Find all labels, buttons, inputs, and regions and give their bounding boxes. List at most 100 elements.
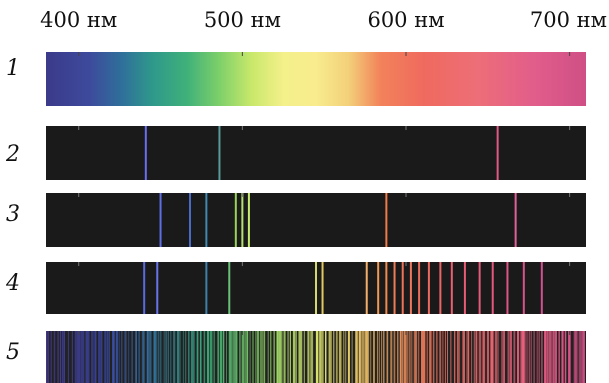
axis-tick-mark bbox=[241, 126, 243, 130]
molecular-band-line bbox=[307, 331, 310, 383]
axis-tick-mark bbox=[241, 193, 243, 197]
molecular-band-line bbox=[281, 331, 283, 383]
molecular-band-line bbox=[370, 331, 372, 383]
spectral-line bbox=[234, 193, 237, 247]
spectral-line bbox=[522, 262, 525, 314]
molecular-band-line bbox=[71, 331, 73, 383]
molecular-band-line bbox=[143, 331, 145, 383]
molecular-band-line bbox=[199, 331, 202, 383]
axis-tick-mark bbox=[569, 126, 571, 130]
molecular-band-line bbox=[228, 331, 232, 383]
molecular-band-line bbox=[347, 331, 350, 383]
spectral-line bbox=[496, 126, 499, 180]
molecular-band-line bbox=[568, 331, 571, 383]
line-spectrum-4-strip bbox=[46, 262, 586, 314]
molecular-band-line bbox=[405, 331, 408, 383]
molecular-band-line bbox=[345, 331, 347, 383]
line-spectrum-3 bbox=[78, 193, 571, 247]
spectral-line bbox=[321, 262, 324, 314]
molecular-band-line bbox=[335, 331, 338, 383]
molecular-band-line bbox=[100, 331, 103, 383]
molecular-band-line bbox=[78, 331, 81, 383]
molecular-band-line bbox=[522, 331, 525, 383]
spectral-line bbox=[241, 193, 244, 247]
molecular-band-line bbox=[118, 331, 120, 383]
molecular-band-line bbox=[478, 331, 482, 383]
molecular-band-line bbox=[513, 331, 516, 383]
continuous-spectrum-strip bbox=[46, 52, 586, 106]
molecular-band-line bbox=[165, 331, 168, 383]
molecular-band-line bbox=[303, 331, 305, 383]
molecular-band-line bbox=[295, 331, 297, 383]
molecular-band-line bbox=[397, 331, 399, 383]
molecular-band-line bbox=[262, 331, 264, 383]
molecular-band-line bbox=[292, 331, 296, 383]
molecular-band-line bbox=[420, 331, 424, 383]
molecular-band-line bbox=[381, 331, 383, 383]
molecular-band-line bbox=[558, 331, 560, 383]
molecular-band-line bbox=[259, 331, 263, 383]
molecular-band-line bbox=[63, 331, 65, 383]
molecular-band-line bbox=[94, 331, 97, 383]
molecular-band-line bbox=[467, 331, 470, 383]
molecular-band-line bbox=[533, 331, 535, 383]
axis-tick-mark bbox=[78, 52, 80, 56]
molecular-band-line bbox=[206, 331, 210, 383]
molecular-band-line bbox=[497, 331, 499, 383]
molecular-band-line bbox=[328, 331, 331, 383]
molecular-band-line bbox=[338, 331, 341, 383]
molecular-band-line bbox=[298, 331, 301, 383]
molecular-band-line bbox=[422, 331, 426, 383]
molecular-band-line bbox=[167, 331, 169, 383]
molecular-band-line bbox=[366, 331, 369, 383]
molecular-band-line bbox=[106, 331, 108, 383]
spectral-line bbox=[156, 262, 159, 314]
molecular-band-line bbox=[121, 331, 123, 383]
row-number-5: 5 bbox=[6, 340, 20, 365]
spectral-line bbox=[247, 193, 250, 247]
axis-tick-mark bbox=[405, 262, 407, 266]
molecular-band-line bbox=[83, 331, 85, 383]
molecular-band-line bbox=[343, 331, 345, 383]
molecular-band-line bbox=[509, 331, 512, 383]
spectral-line bbox=[144, 126, 147, 180]
line-spectrum-4 bbox=[78, 262, 571, 314]
molecular-band-line bbox=[528, 331, 530, 383]
molecular-band-line bbox=[401, 331, 404, 383]
molecular-band-line bbox=[184, 331, 187, 383]
line-spectrum-2-strip bbox=[46, 126, 586, 180]
molecular-band-line bbox=[484, 331, 486, 383]
molecular-band-line bbox=[131, 331, 133, 383]
molecular-band-line bbox=[382, 331, 385, 383]
molecular-band-line bbox=[53, 331, 56, 383]
molecular-band-line bbox=[163, 331, 165, 383]
molecular-band-line bbox=[170, 331, 172, 383]
molecular-band-line bbox=[436, 331, 438, 383]
molecular-band-line bbox=[57, 331, 60, 383]
axis-tick-mark bbox=[241, 262, 243, 266]
molecular-band-line bbox=[315, 331, 319, 383]
molecular-band-line bbox=[464, 331, 465, 383]
axis-tick-mark bbox=[405, 193, 407, 197]
molecular-band-line bbox=[46, 331, 48, 383]
axis-tick-mark bbox=[569, 52, 571, 56]
molecular-band-line bbox=[108, 331, 110, 383]
molecular-band-line bbox=[367, 331, 370, 383]
molecular-band-line bbox=[239, 331, 241, 383]
molecular-band-line bbox=[230, 331, 233, 383]
molecular-band-line bbox=[61, 331, 64, 383]
molecular-band-line bbox=[219, 331, 223, 383]
continuous-spectrum-ticks bbox=[78, 52, 571, 56]
molecular-band-line bbox=[115, 331, 118, 383]
row-number-2: 2 bbox=[6, 142, 20, 167]
molecular-band-line bbox=[340, 331, 342, 383]
molecular-band-line bbox=[104, 331, 106, 383]
spectral-line bbox=[418, 262, 421, 314]
molecular-band-line bbox=[454, 331, 456, 383]
axis-label-400nm: 400 нм bbox=[40, 8, 118, 32]
molecular-band-line bbox=[287, 331, 289, 383]
molecular-band-line bbox=[473, 331, 475, 383]
molecular-band-line bbox=[196, 331, 199, 383]
molecular-band-line bbox=[93, 331, 95, 383]
molecular-band-line bbox=[578, 331, 582, 383]
